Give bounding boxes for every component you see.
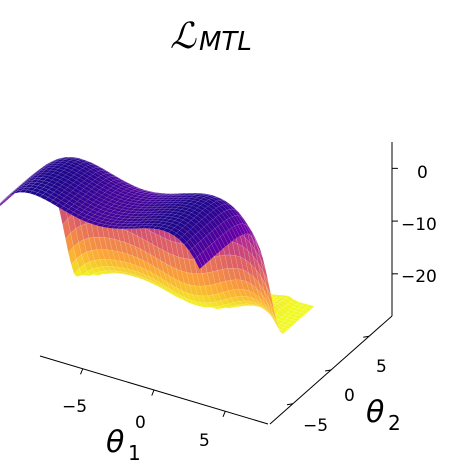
y-axis: −5 0 5 θ 2 bbox=[270, 316, 401, 436]
z-tick-label: −10 bbox=[401, 215, 437, 235]
x-axis-label: θ bbox=[106, 425, 124, 460]
y-axis-label: θ bbox=[366, 395, 384, 430]
chart-title: ℒ MTL bbox=[170, 16, 252, 57]
surface-mesh bbox=[0, 157, 314, 334]
x-axis: −5 0 5 θ 1 bbox=[40, 356, 268, 465]
y-axis-label-subscript: 2 bbox=[388, 411, 401, 435]
y-tick-label: 5 bbox=[376, 357, 387, 377]
x-tick bbox=[152, 390, 154, 396]
x-tick bbox=[81, 369, 83, 375]
y-tick-label: −5 bbox=[303, 416, 328, 436]
z-axis: 0 −10 −20 bbox=[392, 142, 437, 316]
x-tick bbox=[223, 411, 225, 417]
surface-patch bbox=[0, 197, 8, 207]
x-tick-label: 5 bbox=[199, 431, 210, 451]
x-tick-label: −5 bbox=[62, 397, 87, 417]
y-tick-label: 0 bbox=[344, 386, 355, 406]
z-tick-label: −20 bbox=[401, 267, 437, 287]
title-main: ℒ bbox=[170, 16, 197, 57]
x-tick-label: 0 bbox=[135, 413, 146, 433]
z-tick-label: 0 bbox=[417, 163, 428, 183]
title-subscript: MTL bbox=[199, 27, 252, 57]
x-axis-label-subscript: 1 bbox=[128, 441, 141, 465]
